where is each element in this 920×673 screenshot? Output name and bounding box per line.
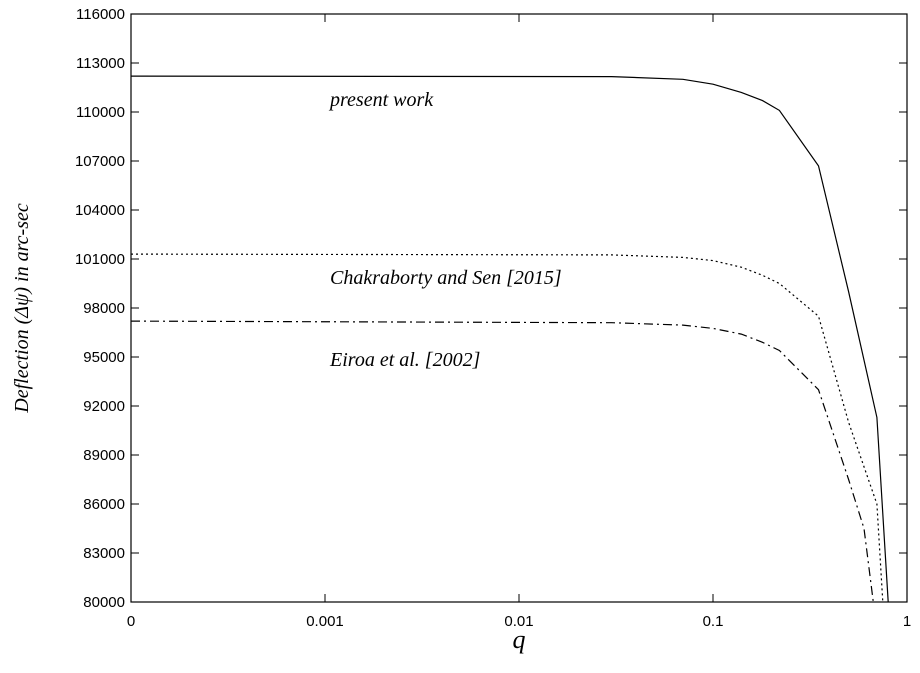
y-tick-label: 104000 bbox=[75, 202, 125, 219]
y-tick-label: 101000 bbox=[75, 251, 125, 268]
series-line-2 bbox=[131, 320, 874, 602]
y-tick-label: 107000 bbox=[75, 153, 125, 170]
y-tick-label: 89000 bbox=[83, 447, 125, 464]
y-tick-label: 80000 bbox=[83, 594, 125, 611]
y-tick-label: 113000 bbox=[76, 55, 125, 72]
x-axis-title: q bbox=[513, 625, 526, 654]
series-line-1 bbox=[131, 253, 884, 602]
series-annotation-1: Chakraborty and Sen [2015] bbox=[330, 267, 562, 289]
x-tick-label: 0.001 bbox=[306, 613, 344, 630]
x-tick-label: 0.01 bbox=[504, 613, 533, 630]
y-tick-label: 110000 bbox=[76, 104, 125, 121]
y-tick-label: 98000 bbox=[83, 300, 125, 317]
y-axis-title: Deflection (Δψ) in arc-sec bbox=[11, 203, 33, 414]
x-tick-label: 0.1 bbox=[703, 613, 724, 630]
series-annotations: present work Chakraborty and Sen [2015] Ei… bbox=[328, 89, 562, 371]
y-tick-label: 116000 bbox=[76, 6, 125, 23]
plot-area-border bbox=[130, 13, 908, 603]
x-tick-label: 1 bbox=[903, 613, 911, 630]
y-tick-label: 83000 bbox=[83, 545, 125, 562]
series-annotation-2: Eiroa et al. [2002] bbox=[329, 349, 480, 371]
x-tick-label: 0 bbox=[127, 613, 135, 630]
data-series bbox=[131, 75, 889, 602]
y-tick-label: 86000 bbox=[83, 496, 125, 513]
axis-ticks: 80000 83000 86000 89000 92000 95000 98000 10100… bbox=[75, 6, 911, 630]
series-annotation-0: present work bbox=[328, 89, 434, 111]
y-tick-label: 95000 bbox=[83, 349, 125, 366]
series-line-0 bbox=[131, 75, 889, 602]
y-tick-label: 92000 bbox=[83, 398, 125, 415]
plot-frame bbox=[130, 13, 908, 603]
